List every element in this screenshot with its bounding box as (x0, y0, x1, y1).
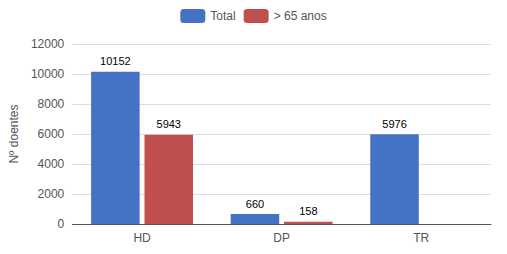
svg-text:TR: TR (413, 231, 429, 245)
svg-text:158: 158 (299, 205, 317, 217)
svg-text:HD: HD (133, 231, 151, 245)
svg-text:6000: 6000 (38, 127, 65, 141)
svg-text:2000: 2000 (38, 187, 65, 201)
svg-text:10152: 10152 (100, 55, 131, 67)
svg-text:Total: Total (210, 9, 235, 23)
svg-text:0: 0 (58, 217, 65, 231)
svg-text:8000: 8000 (38, 97, 65, 111)
svg-text:Nº doentes: Nº doentes (7, 104, 21, 163)
svg-text:> 65 anos: > 65 anos (274, 9, 327, 23)
svg-text:12000: 12000 (31, 37, 65, 51)
svg-text:660: 660 (246, 198, 264, 210)
svg-text:10000: 10000 (31, 67, 65, 81)
svg-text:5943: 5943 (157, 118, 181, 130)
svg-text:4000: 4000 (38, 157, 65, 171)
svg-text:DP: DP (273, 231, 290, 245)
svg-text:5976: 5976 (382, 118, 406, 130)
